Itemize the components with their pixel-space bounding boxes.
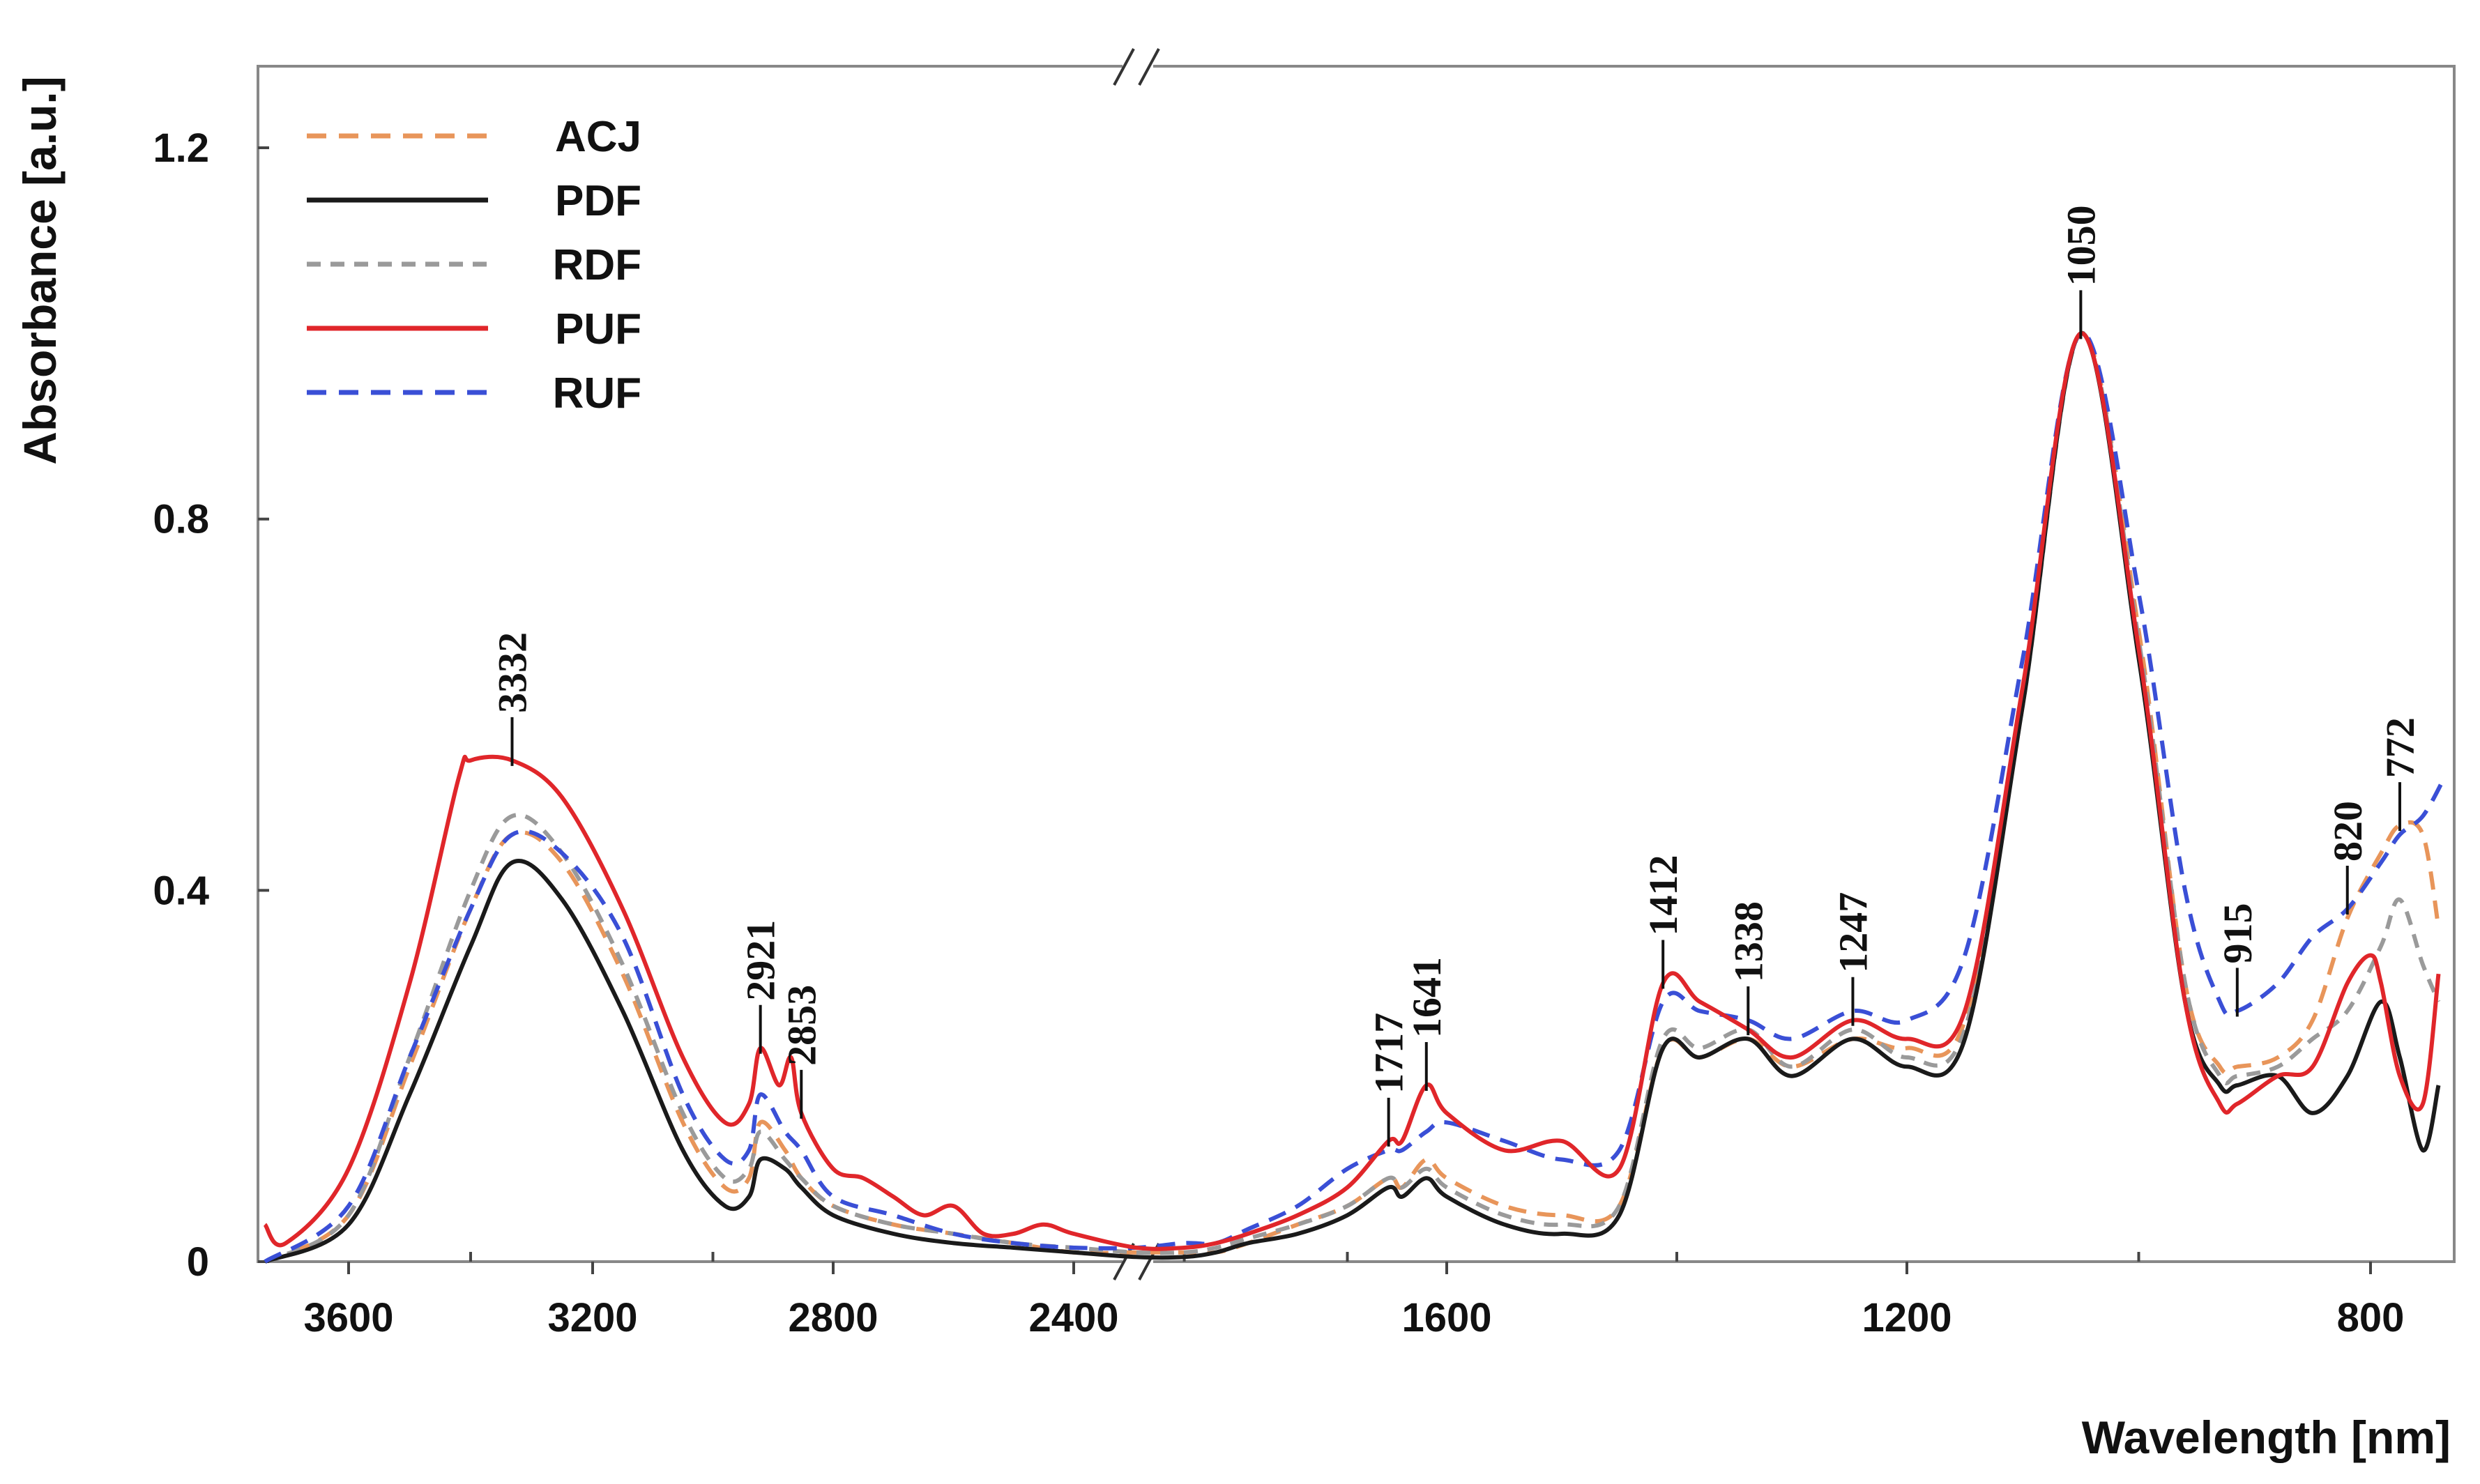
x-axis: 3600 3200 2800 2400 1600 1200 800	[303, 1252, 2404, 1340]
peak-label: 915	[2215, 903, 2260, 963]
peak-label: 772	[2378, 717, 2423, 778]
x-tick-label: 2800	[788, 1295, 878, 1340]
y-tick-label: 0.8	[153, 497, 209, 542]
x-axis-title: Wavelength [nm]	[2082, 1412, 2451, 1463]
y-axis: 0 0.4 0.8 1.2	[153, 125, 269, 1285]
x-tick-label: 2400	[1028, 1295, 1118, 1340]
legend-label-pdf: PDF	[555, 177, 641, 225]
plot-area-frame	[257, 65, 2456, 1263]
y-axis-title: Absorbance [a.u.]	[14, 76, 66, 464]
legend-label-ruf: RUF	[553, 369, 641, 418]
peak-label: 2853	[779, 985, 824, 1066]
x-tick-label: 1200	[1862, 1295, 1952, 1340]
peak-label: 3332	[490, 632, 535, 713]
peak-label: 1247	[1830, 892, 1876, 973]
peak-label: 1641	[1404, 957, 1450, 1038]
peak-label: 1338	[1726, 901, 1771, 982]
x-tick-label: 3600	[303, 1295, 393, 1340]
top-axis-break	[1113, 48, 1160, 86]
peak-label: 2921	[738, 920, 784, 1001]
y-tick-label: 0	[187, 1239, 209, 1285]
legend: ACJ PDF RDF PUF RUF	[307, 113, 641, 418]
peak-label: 820	[2325, 801, 2371, 862]
peak-label: 1717	[1367, 1013, 1412, 1094]
series-layer	[263, 330, 2446, 1264]
x-tick-label: 3200	[547, 1295, 637, 1340]
x-tick-label: 1600	[1401, 1295, 1491, 1340]
legend-label-rdf: RDF	[553, 241, 641, 289]
peak-label: 1412	[1641, 855, 1686, 936]
y-tick-label: 1.2	[153, 125, 209, 171]
series-line-rdf	[264, 331, 2441, 1264]
legend-label-puf: PUF	[555, 305, 641, 353]
series-line-puf	[263, 331, 2441, 1251]
x-tick-label: 800	[2337, 1295, 2405, 1340]
peak-label: 1050	[2058, 205, 2104, 286]
y-tick-label: 0.4	[153, 868, 209, 913]
legend-label-acj: ACJ	[555, 113, 641, 161]
